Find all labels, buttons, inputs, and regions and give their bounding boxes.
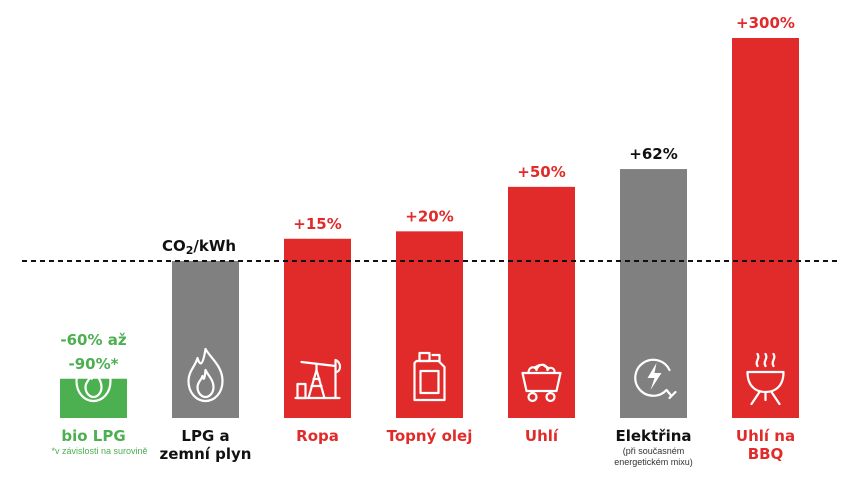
category-note: *v závislosti na surovině: [51, 446, 147, 456]
category-label: Uhlí: [525, 427, 559, 445]
category-label: bio LPG: [61, 427, 125, 445]
bar-4: [508, 186, 575, 418]
category-label: Elektřina: [615, 427, 691, 445]
bar-0: [60, 378, 127, 418]
oil-pump-icon: [294, 358, 342, 400]
category-note: (při současném: [623, 446, 685, 456]
flame-icon: [187, 347, 224, 403]
bbq-grill-icon: [746, 352, 785, 406]
bar-value-label: +50%: [517, 163, 565, 181]
electric-plug-icon: [634, 358, 677, 400]
bars-group: -60% až -90%* bio LPG*v závislosti na suro…: [51, 14, 799, 467]
category-label: Ropa: [296, 427, 339, 445]
baseline-unit-label: CO2/kWh: [162, 237, 236, 257]
bar-value-label: +15%: [293, 215, 341, 233]
category-note: energetickém mixu): [614, 457, 693, 467]
bar-value-label: +300%: [736, 14, 795, 32]
bar-value-label: +20%: [405, 207, 453, 225]
category-label: zemní plyn: [160, 445, 252, 463]
category-label: LPG a: [181, 427, 229, 445]
jerrycan-icon: [413, 351, 446, 402]
bar-value-label: +62%: [629, 145, 677, 163]
bar-1: [172, 261, 239, 418]
bar-value-label: -60% až: [60, 331, 126, 349]
bar-3: [396, 231, 463, 418]
category-label: Topný olej: [387, 427, 473, 445]
bar-5: [620, 169, 687, 418]
category-label: Uhlí na: [736, 427, 795, 445]
bar-2: [284, 238, 351, 418]
category-label: BBQ: [748, 445, 784, 463]
coal-cart-icon: [521, 363, 562, 403]
bar-value-label: -90%*: [69, 355, 119, 373]
flame-icon: [75, 347, 112, 403]
